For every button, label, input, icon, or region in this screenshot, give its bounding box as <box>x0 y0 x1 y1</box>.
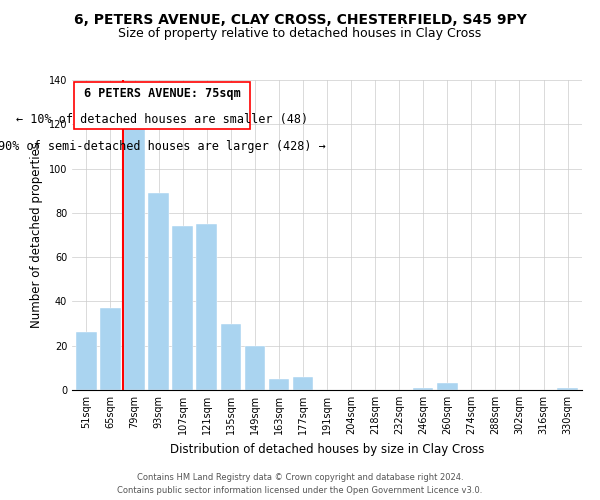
Bar <box>245 346 265 390</box>
Bar <box>437 384 458 390</box>
Y-axis label: Number of detached properties: Number of detached properties <box>30 142 43 328</box>
Text: 90% of semi-detached houses are larger (428) →: 90% of semi-detached houses are larger (… <box>0 140 326 152</box>
Bar <box>413 388 433 390</box>
Bar <box>172 226 193 390</box>
Bar <box>124 128 145 390</box>
FancyBboxPatch shape <box>74 82 250 128</box>
Text: Contains HM Land Registry data © Crown copyright and database right 2024.: Contains HM Land Registry data © Crown c… <box>137 474 463 482</box>
Bar <box>557 388 578 390</box>
Bar <box>293 376 313 390</box>
Bar <box>221 324 241 390</box>
Text: Contains public sector information licensed under the Open Government Licence v3: Contains public sector information licen… <box>118 486 482 495</box>
Bar <box>269 379 289 390</box>
Bar <box>100 308 121 390</box>
Text: 6 PETERS AVENUE: 75sqm: 6 PETERS AVENUE: 75sqm <box>84 87 241 100</box>
Bar <box>76 332 97 390</box>
Bar <box>196 224 217 390</box>
Bar <box>148 193 169 390</box>
X-axis label: Distribution of detached houses by size in Clay Cross: Distribution of detached houses by size … <box>170 442 484 456</box>
Text: ← 10% of detached houses are smaller (48): ← 10% of detached houses are smaller (48… <box>16 113 308 126</box>
Text: 6, PETERS AVENUE, CLAY CROSS, CHESTERFIELD, S45 9PY: 6, PETERS AVENUE, CLAY CROSS, CHESTERFIE… <box>74 12 526 26</box>
Text: Size of property relative to detached houses in Clay Cross: Size of property relative to detached ho… <box>118 28 482 40</box>
